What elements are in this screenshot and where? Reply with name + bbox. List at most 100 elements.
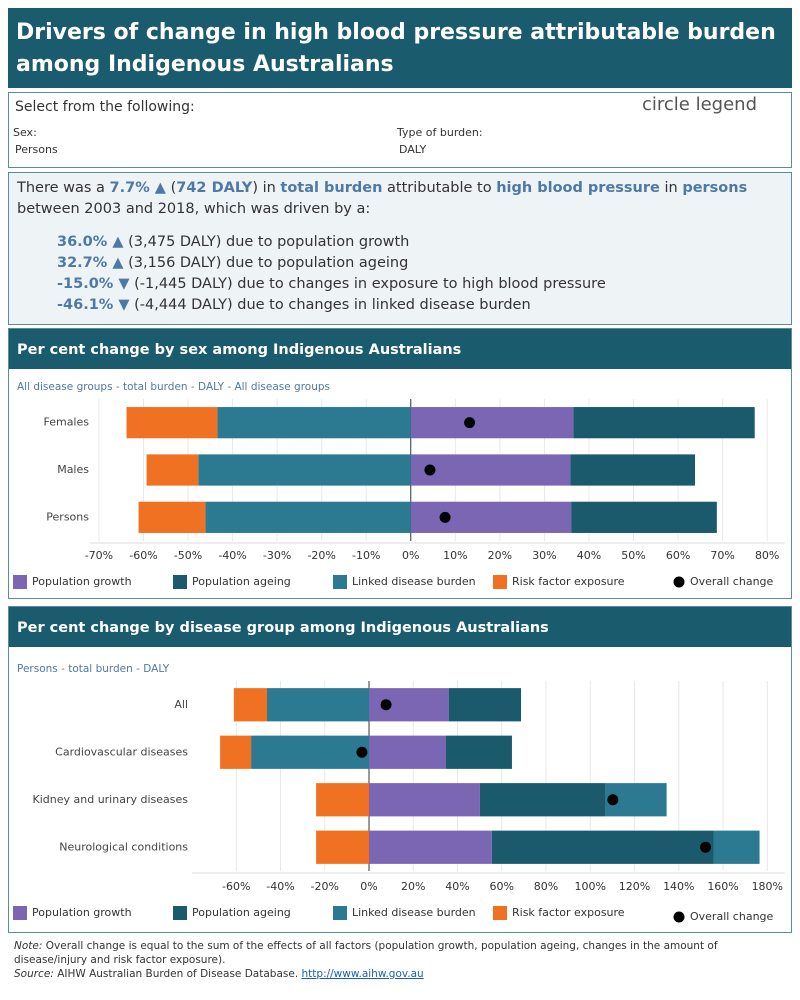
driver-change: 32.7% ▲ (57, 255, 124, 271)
bar-segment (220, 735, 252, 769)
overall-dot (439, 511, 451, 523)
filter-heading: Select from the following: (15, 99, 195, 115)
note-label: Note: (14, 940, 43, 952)
legend-swatch (173, 575, 187, 589)
legend-label: Population ageing (192, 575, 291, 588)
legend-swatch (493, 575, 507, 589)
chart-subtitle: Persons - total burden - DALY (17, 663, 170, 675)
driver-change: 36.0% ▲ (57, 234, 124, 250)
bar-segment (573, 407, 755, 439)
notes: Note: Overall change is equal to the sum… (14, 939, 790, 981)
bar-segment (570, 454, 696, 486)
bar-segment (198, 454, 411, 486)
x-tick-label: -40% (218, 549, 246, 562)
bar-segment (491, 830, 714, 864)
summary-panel: There was a 7.7% ▲ (742 DALY) in total b… (8, 172, 792, 325)
x-tick-label: 70% (710, 549, 734, 562)
text: There was a (17, 180, 110, 196)
driver: 36.0% ▲ (3,475 DALY) due to population g… (57, 232, 783, 253)
legend-swatch (333, 906, 347, 920)
source-label: Source: (14, 968, 54, 980)
overall-dot (700, 841, 712, 853)
text: attributable to (382, 180, 497, 196)
x-tick-label: 20% (401, 880, 425, 893)
x-tick-label: 120% (619, 880, 650, 893)
legend-label: circle legend (642, 94, 758, 115)
y-tick-label: Females (43, 416, 89, 429)
bar-segment (448, 688, 522, 722)
driver-change: -15.0% ▼ (57, 276, 130, 292)
x-tick-label: 180% (752, 880, 783, 893)
x-tick-label: -50% (174, 549, 202, 562)
chart-panel: Per cent change by disease group among I… (8, 606, 792, 933)
legend-dot (673, 576, 685, 588)
legend-label: Population growth (32, 575, 132, 588)
chart-panel: Per cent change by sex among Indigenous … (8, 328, 792, 599)
y-tick-label: Neurological conditions (59, 840, 188, 853)
bar-segment (267, 688, 370, 722)
filter-panel: Select from the following: circle legend… (8, 92, 792, 168)
legend-label: Overall change (690, 910, 774, 923)
x-tick-label: 30% (532, 549, 556, 562)
bar-segment (369, 783, 480, 817)
highlight: total burden (280, 180, 383, 196)
x-tick-label: 80% (534, 880, 558, 893)
x-tick-label: 140% (663, 880, 694, 893)
highlight: persons (682, 180, 748, 196)
note-text: Overall change is equal to the sum of th… (14, 940, 718, 966)
legend-label: Linked disease burden (352, 906, 476, 919)
bar-segment (138, 501, 206, 533)
bar-segment (369, 735, 447, 769)
driver: 32.7% ▲ (3,156 DALY) due to population a… (57, 253, 783, 274)
burden-label: Type of burden: (397, 126, 483, 139)
x-tick-label: 50% (621, 549, 645, 562)
sex-value[interactable]: Persons (15, 143, 58, 156)
bar-segment (410, 454, 571, 486)
source-link[interactable]: http://www.aihw.gov.au (301, 968, 424, 980)
driver-text: (-1,445 DALY) due to changes in exposure… (134, 276, 606, 292)
x-tick-label: -60% (129, 549, 157, 562)
overall-dot (464, 417, 476, 429)
chart-header (9, 329, 791, 369)
legend-label: Risk factor exposure (512, 906, 625, 919)
text: in (659, 180, 683, 196)
driver-list: 36.0% ▲ (3,475 DALY) due to population g… (17, 232, 783, 316)
x-tick-label: 60% (666, 549, 690, 562)
highlight: 742 DALY (176, 180, 253, 196)
sex-label: Sex: (13, 126, 37, 139)
overall-dot (356, 746, 368, 758)
overall-dot (380, 699, 392, 711)
text: between 2003 and 2018, which was driven … (17, 201, 371, 217)
legend-label: Population growth (32, 906, 132, 919)
x-tick-label: 40% (445, 880, 469, 893)
x-tick-label: 0% (402, 549, 419, 562)
x-tick-label: 80% (755, 549, 779, 562)
y-tick-label: Kidney and urinary diseases (33, 793, 189, 806)
summary-intro: There was a 7.7% ▲ (742 DALY) in total b… (17, 178, 783, 220)
bar-segment (316, 830, 370, 864)
bar-segment (205, 501, 411, 533)
driver-text: (3,475 DALY) due to population growth (128, 234, 410, 250)
x-tick-label: 20% (488, 549, 512, 562)
chart-title: Per cent change by disease group among I… (17, 620, 549, 636)
chart: Per cent change by disease group among I… (9, 607, 791, 923)
bar-segment (233, 688, 268, 722)
legend-swatch (493, 906, 507, 920)
legend-label: Population ageing (192, 906, 291, 919)
x-tick-label: -10% (352, 549, 380, 562)
overall-dot (607, 794, 619, 806)
source-text: AIHW Australian Burden of Disease Databa… (57, 968, 299, 980)
driver-text: (-4,444 DALY) due to changes in linked d… (134, 297, 531, 313)
legend-label: Linked disease burden (352, 575, 476, 588)
burden-value[interactable]: DALY (399, 143, 427, 156)
note: Note: Overall change is equal to the sum… (14, 939, 790, 967)
y-tick-label: All (174, 698, 188, 711)
y-tick-label: Cardiovascular diseases (55, 745, 188, 758)
bar-segment (571, 501, 717, 533)
legend-swatch (173, 906, 187, 920)
text: ) in (252, 180, 281, 196)
bar-segment (369, 830, 492, 864)
chart-header (9, 607, 791, 647)
chart-subtitle: All disease groups - total burden - DALY… (17, 381, 330, 393)
bar-segment (126, 407, 218, 439)
